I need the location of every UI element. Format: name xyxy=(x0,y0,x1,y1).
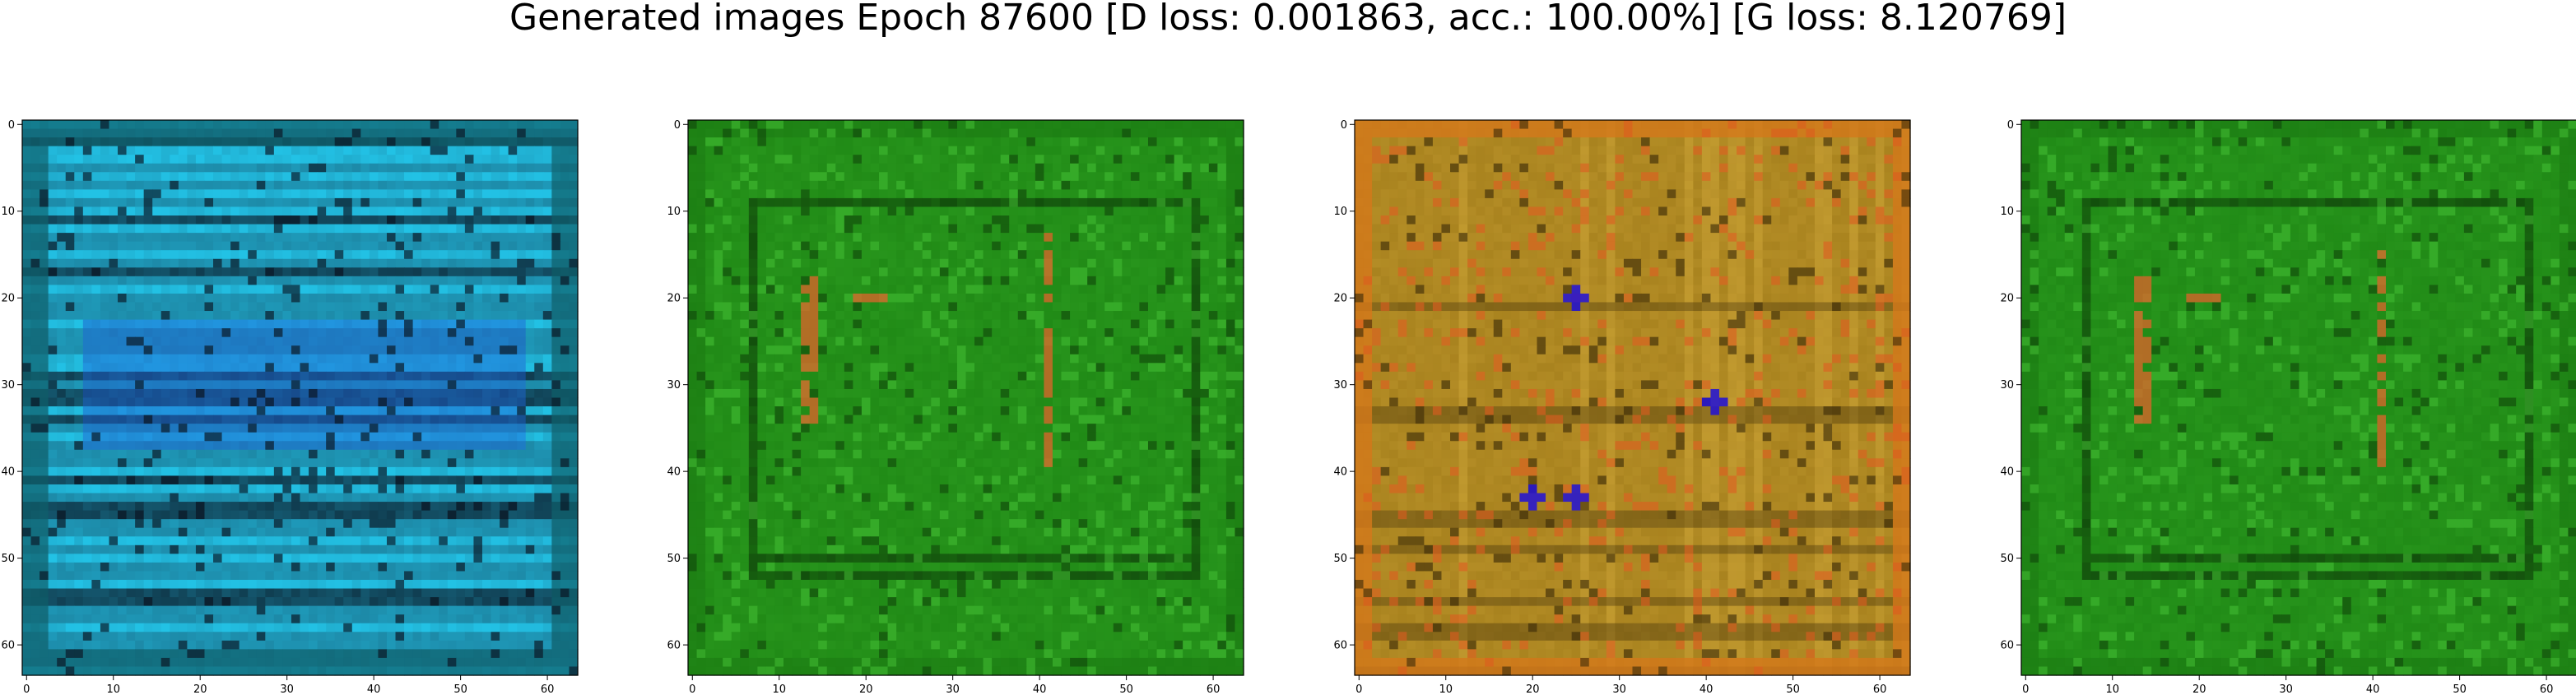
x-tick-label: 40 xyxy=(367,683,381,695)
y-tick-label: 20 xyxy=(2000,293,2014,305)
y-tick-label: 40 xyxy=(1333,466,1347,479)
x-tick-label: 20 xyxy=(193,683,207,695)
x-tick-label: 30 xyxy=(280,683,294,695)
y-tick-label: 30 xyxy=(2000,379,2014,392)
y-tick-label: 50 xyxy=(2000,553,2014,565)
y-tick-label: 60 xyxy=(1,640,15,652)
x-tick-label: 50 xyxy=(1119,683,1133,695)
y-tick-label: 10 xyxy=(1333,206,1347,218)
x-tick-label: 0 xyxy=(23,683,30,695)
axes-frame xyxy=(21,119,579,676)
generated-image-3 xyxy=(1355,120,1911,676)
y-tick-label: 30 xyxy=(1,379,15,392)
generated-image-2 xyxy=(688,120,1244,676)
y-tick-label: 40 xyxy=(667,466,681,479)
y-tick-label: 0 xyxy=(2007,119,2014,132)
x-tick-label: 0 xyxy=(2022,683,2029,695)
x-tick-label: 50 xyxy=(453,683,467,695)
y-tick-label: 50 xyxy=(1333,553,1347,565)
y-tick-label: 0 xyxy=(674,119,681,132)
x-tick-label: 20 xyxy=(2192,683,2206,695)
y-tick-label: 60 xyxy=(1333,640,1347,652)
x-tick-label: 60 xyxy=(541,683,555,695)
axes-frame xyxy=(687,119,1244,676)
y-tick-label: 40 xyxy=(2000,466,2014,479)
x-tick-label: 60 xyxy=(1873,683,1887,695)
y-tick-label: 60 xyxy=(2000,640,2014,652)
x-tick-label: 20 xyxy=(1526,683,1540,695)
x-tick-label: 0 xyxy=(689,683,695,695)
x-tick-label: 40 xyxy=(1033,683,1047,695)
y-tick-label: 10 xyxy=(667,206,681,218)
y-tick-label: 10 xyxy=(2000,206,2014,218)
y-tick-label: 20 xyxy=(667,293,681,305)
x-tick-label: 10 xyxy=(2105,683,2119,695)
x-tick-label: 10 xyxy=(1439,683,1453,695)
y-tick-label: 10 xyxy=(1,206,15,218)
x-tick-label: 30 xyxy=(946,683,960,695)
x-tick-label: 60 xyxy=(1207,683,1221,695)
x-tick-label: 50 xyxy=(2453,683,2467,695)
x-tick-label: 10 xyxy=(106,683,120,695)
y-tick-label: 20 xyxy=(1,293,15,305)
generated-image-1 xyxy=(22,120,579,676)
y-tick-label: 30 xyxy=(667,379,681,392)
axes-frame xyxy=(2020,119,2576,676)
y-tick-label: 0 xyxy=(1341,119,1347,132)
y-tick-label: 20 xyxy=(1333,293,1347,305)
x-tick-label: 20 xyxy=(859,683,873,695)
x-tick-label: 60 xyxy=(2540,683,2554,695)
y-tick-label: 60 xyxy=(667,640,681,652)
x-tick-label: 30 xyxy=(2279,683,2293,695)
axes-frame xyxy=(1354,119,1911,676)
y-tick-label: 40 xyxy=(1,466,15,479)
generated-image-4 xyxy=(2021,120,2576,676)
y-tick-label: 50 xyxy=(1,553,15,565)
y-tick-label: 0 xyxy=(8,119,15,132)
figure-title: Generated images Epoch 87600 [D loss: 0.… xyxy=(509,0,2067,39)
x-tick-label: 30 xyxy=(1612,683,1626,695)
x-tick-label: 10 xyxy=(772,683,786,695)
x-tick-label: 50 xyxy=(1786,683,1800,695)
x-tick-label: 40 xyxy=(2366,683,2380,695)
x-tick-label: 40 xyxy=(1700,683,1713,695)
y-tick-label: 30 xyxy=(1333,379,1347,392)
y-tick-label: 50 xyxy=(667,553,681,565)
x-tick-label: 0 xyxy=(1355,683,1362,695)
